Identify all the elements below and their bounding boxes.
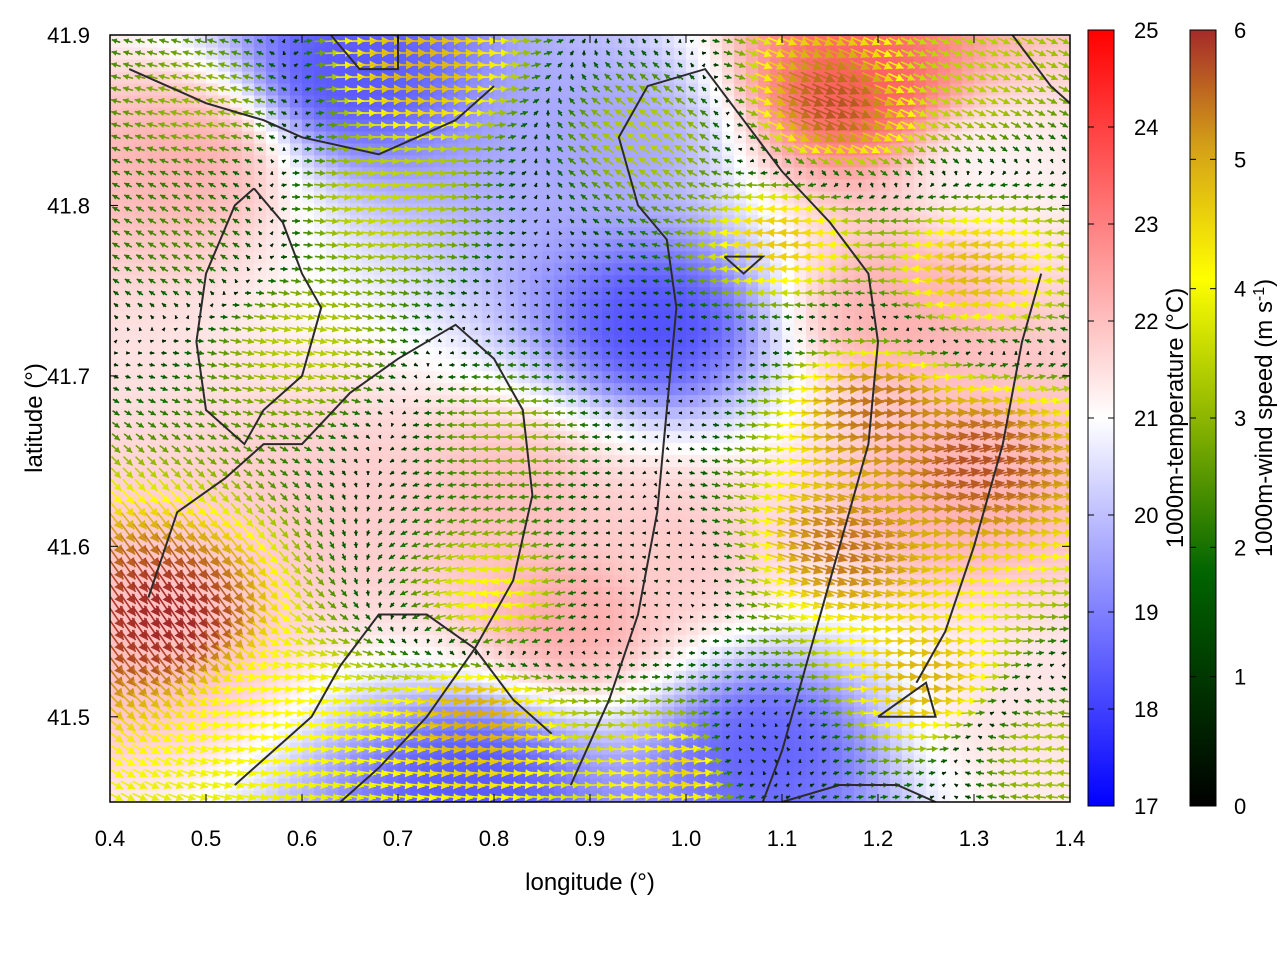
temperature-cell bbox=[542, 790, 555, 802]
temperature-cell bbox=[290, 790, 303, 802]
temperature-cell bbox=[470, 790, 483, 802]
temperature-cell bbox=[686, 790, 699, 802]
temperature-cell bbox=[146, 790, 159, 802]
temperature-cell bbox=[590, 790, 603, 802]
temperature-cell bbox=[1046, 790, 1059, 802]
temperature-cell bbox=[578, 790, 591, 802]
temperature-cell bbox=[674, 790, 687, 802]
temperature-cell bbox=[398, 790, 411, 802]
temperature-cell bbox=[422, 790, 435, 802]
temperature-cell bbox=[638, 790, 651, 802]
temperature-cell bbox=[206, 790, 219, 802]
temperature-cell bbox=[566, 790, 579, 802]
temperature-cell bbox=[1010, 790, 1023, 802]
temperature-cell bbox=[650, 790, 663, 802]
temperature-cell bbox=[242, 790, 255, 802]
temperature-cell bbox=[110, 790, 123, 802]
temperature-cell bbox=[458, 790, 471, 802]
temperature-cell bbox=[410, 790, 423, 802]
temperature-cell bbox=[386, 790, 399, 802]
temperature-cell bbox=[482, 790, 495, 802]
temperature-cell bbox=[1034, 790, 1047, 802]
temperature-cell bbox=[506, 790, 519, 802]
temperature-cell bbox=[698, 790, 711, 802]
temperature-cell bbox=[170, 790, 183, 802]
temperature-cell bbox=[614, 790, 627, 802]
temperature-cell bbox=[362, 790, 375, 802]
temperature-cell bbox=[1058, 790, 1070, 802]
temperature-cell bbox=[518, 790, 531, 802]
temperature-cell bbox=[134, 790, 147, 802]
temperature-cell bbox=[314, 790, 327, 802]
temperature-cell bbox=[602, 790, 615, 802]
temperature-cell bbox=[338, 790, 351, 802]
temperature-cell bbox=[230, 790, 243, 802]
temperature-cell bbox=[662, 790, 675, 802]
temperature-cell bbox=[350, 790, 363, 802]
temperature-cell bbox=[266, 790, 279, 802]
temperature-cell bbox=[494, 790, 507, 802]
temperature-cell bbox=[254, 790, 267, 802]
temperature-cell bbox=[446, 790, 459, 802]
temperature-cell bbox=[530, 790, 543, 802]
temperature-cell bbox=[218, 790, 231, 802]
plot-area bbox=[109, 34, 1071, 803]
temperature-cell bbox=[1022, 790, 1035, 802]
temperature-cell bbox=[374, 790, 387, 802]
temperature-cell bbox=[158, 790, 171, 802]
temperature-cell bbox=[554, 790, 567, 802]
temperature-cell bbox=[194, 790, 207, 802]
temperature-cell bbox=[302, 790, 315, 802]
temperature-cell bbox=[434, 790, 447, 802]
temperature-cell bbox=[710, 790, 723, 802]
temperature-cell bbox=[626, 790, 639, 802]
temperature-cell bbox=[278, 790, 291, 802]
temperature-cell bbox=[182, 790, 195, 802]
temperature-cell bbox=[122, 790, 135, 802]
temperature-cell bbox=[326, 790, 339, 802]
temperature-cell bbox=[950, 790, 963, 802]
